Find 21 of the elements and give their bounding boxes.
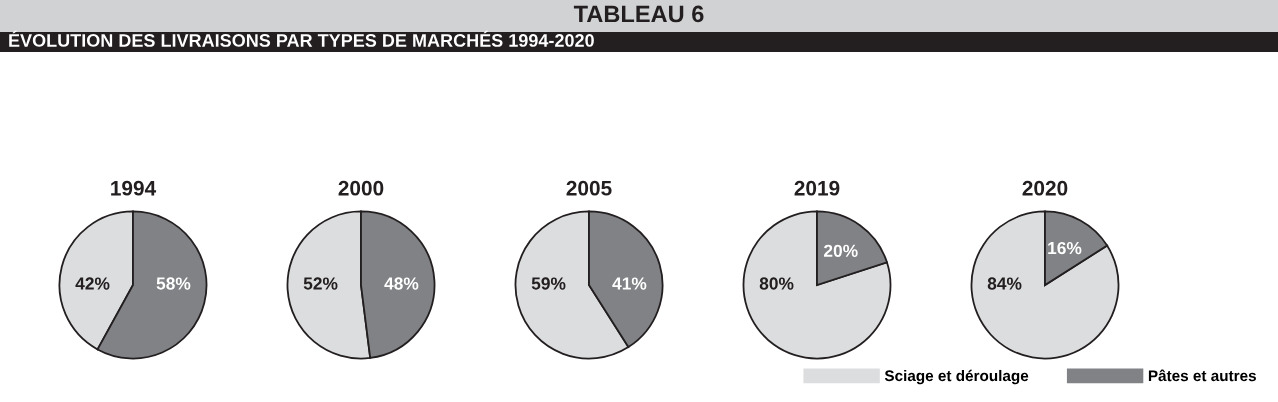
data-label: 48%	[384, 277, 419, 290]
data-label: 42%	[75, 277, 110, 290]
chart-title: 1994	[111, 180, 157, 196]
legend-label: Sciage et déroulage	[884, 369, 1029, 385]
chart-title: 2020	[1022, 180, 1068, 196]
text: TABLEAU 6	[573, 5, 704, 23]
chart-title: 2019	[794, 180, 840, 196]
pie-slice	[742, 210, 892, 360]
data-label: 20%	[824, 244, 858, 257]
data-label: 41%	[612, 277, 647, 290]
chart-title: 2005	[566, 180, 612, 196]
pie-slice	[970, 210, 1120, 360]
data-label: 16%	[1048, 241, 1082, 255]
chart-title: 2000	[338, 180, 384, 196]
data-label: 52%	[303, 277, 338, 290]
data-label: 58%	[156, 277, 191, 290]
text: ÉVOLUTION DES LIVRAISONS PAR TYPES DE MARCHÉS 1994-2020	[9, 30, 594, 47]
data-label: 59%	[531, 277, 566, 290]
data-label: 80%	[759, 277, 794, 290]
legend-label: Pâtes et autres	[1148, 369, 1256, 382]
data-label: 84%	[987, 277, 1022, 290]
